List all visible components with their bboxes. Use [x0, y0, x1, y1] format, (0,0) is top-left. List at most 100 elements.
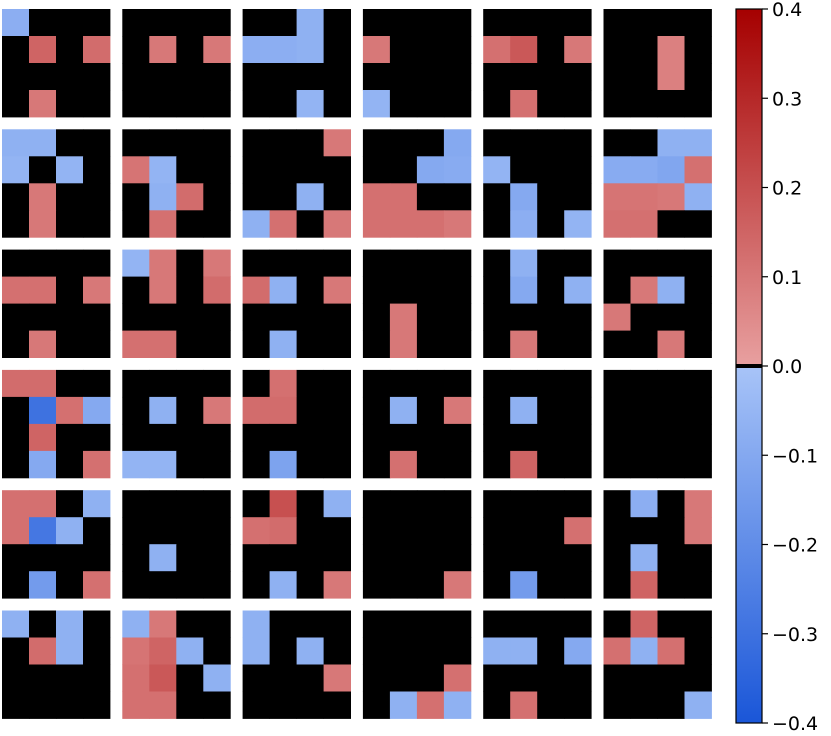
- heatmap-cell: [657, 544, 685, 572]
- heatmap-cell: [657, 156, 685, 184]
- heatmap-cell: [657, 63, 685, 91]
- heatmap-cell: [362, 183, 391, 211]
- heatmap-cell: [537, 571, 565, 599]
- heatmap-cell: [657, 276, 685, 304]
- heatmap-cell: [510, 276, 538, 304]
- heatmap-cell: [537, 330, 565, 358]
- heatmap-cell: [389, 423, 418, 452]
- heatmap-cell: [657, 637, 685, 665]
- heatmap-cell: [416, 330, 445, 358]
- heatmap-cell: [630, 129, 658, 157]
- heatmap-cell: [483, 664, 511, 692]
- heatmap-cell: [203, 330, 231, 358]
- heatmap-cell: [389, 664, 418, 692]
- heatmap-cell: [443, 610, 472, 638]
- panel-r6-c1: [2, 610, 111, 719]
- heatmap-cell: [242, 423, 270, 452]
- heatmap-cell: [149, 276, 177, 304]
- heatmap-cell: [362, 303, 391, 331]
- colorbar-tick-label: −0.4: [772, 713, 818, 735]
- heatmap-cell: [149, 9, 177, 37]
- heatmap-cell: [416, 691, 445, 719]
- heatmap-cell: [83, 303, 111, 331]
- heatmap-cell: [122, 544, 150, 572]
- heatmap-cell: [56, 129, 84, 157]
- heatmap-cell: [56, 610, 84, 638]
- heatmap-cell: [83, 571, 111, 599]
- heatmap-cell: [416, 369, 445, 398]
- heatmap-cell: [176, 276, 204, 304]
- heatmap-cell: [389, 156, 418, 184]
- colorbar-tick-label: −0.2: [772, 535, 818, 557]
- heatmap-cell: [323, 664, 351, 692]
- heatmap-cell: [657, 664, 685, 692]
- heatmap-cell: [564, 129, 592, 157]
- heatmap-cell: [443, 249, 472, 277]
- heatmap-cell: [56, 36, 84, 64]
- heatmap-cell: [203, 90, 231, 118]
- heatmap-cell: [296, 129, 324, 157]
- heatmap-cell: [684, 276, 712, 304]
- heatmap-cell: [203, 637, 231, 665]
- heatmap-cell: [323, 183, 351, 211]
- heatmap-cell: [83, 249, 111, 277]
- heatmap-cell: [83, 637, 111, 665]
- heatmap-cell: [83, 63, 111, 91]
- heatmap-cell: [29, 63, 57, 91]
- panel-r1-c6: [603, 9, 712, 118]
- heatmap-cell: [657, 249, 685, 277]
- heatmap-cell: [389, 249, 418, 277]
- heatmap-cell: [176, 610, 204, 638]
- heatmap-cell: [684, 544, 712, 572]
- heatmap-cell: [416, 396, 445, 425]
- heatmap-cell: [122, 637, 150, 665]
- heatmap-cell: [242, 63, 270, 91]
- heatmap-cell: [443, 517, 472, 545]
- heatmap-cell: [56, 9, 84, 37]
- heatmap-cell: [684, 129, 712, 157]
- heatmap-cell: [389, 490, 418, 518]
- heatmap-cell: [29, 183, 57, 211]
- heatmap-cell: [149, 544, 177, 572]
- panel-r4-c4: [362, 369, 472, 479]
- heatmap-cell: [176, 369, 204, 398]
- heatmap-cell: [630, 9, 658, 37]
- heatmap-cell: [323, 571, 351, 599]
- heatmap-cell: [296, 9, 324, 37]
- heatmap-cell: [122, 691, 150, 719]
- heatmap-cell: [296, 423, 324, 452]
- heatmap-cell: [684, 63, 712, 91]
- heatmap-cell: [416, 90, 445, 118]
- heatmap-cell: [323, 63, 351, 91]
- heatmap-cell: [630, 210, 658, 238]
- panel-r4-c2: [122, 369, 231, 479]
- heatmap-cell: [296, 664, 324, 692]
- heatmap-cell: [483, 637, 511, 665]
- heatmap-cell: [323, 36, 351, 64]
- heatmap-cell: [176, 517, 204, 545]
- heatmap-cell: [389, 571, 418, 599]
- heatmap-cell: [242, 183, 270, 211]
- heatmap-cell: [203, 423, 231, 452]
- heatmap-cell: [657, 9, 685, 37]
- heatmap-cell: [416, 637, 445, 665]
- heatmap-cell: [443, 544, 472, 572]
- heatmap-cell: [630, 637, 658, 665]
- heatmap-cell: [483, 210, 511, 238]
- heatmap-cell: [29, 637, 57, 665]
- heatmap-cell: [29, 571, 57, 599]
- heatmap-cell: [537, 36, 565, 64]
- heatmap-cell: [323, 156, 351, 184]
- heatmap-cell: [362, 90, 391, 118]
- heatmap-cell: [176, 129, 204, 157]
- heatmap-cell: [242, 303, 270, 331]
- panel-r3-c6: [603, 249, 712, 358]
- heatmap-cell: [630, 396, 658, 425]
- heatmap-cell: [296, 276, 324, 304]
- panel-r3-c4: [362, 249, 472, 358]
- heatmap-cell: [603, 691, 631, 719]
- heatmap-cell: [603, 276, 631, 304]
- heatmap-cell: [2, 691, 30, 719]
- heatmap-cell: [29, 396, 57, 425]
